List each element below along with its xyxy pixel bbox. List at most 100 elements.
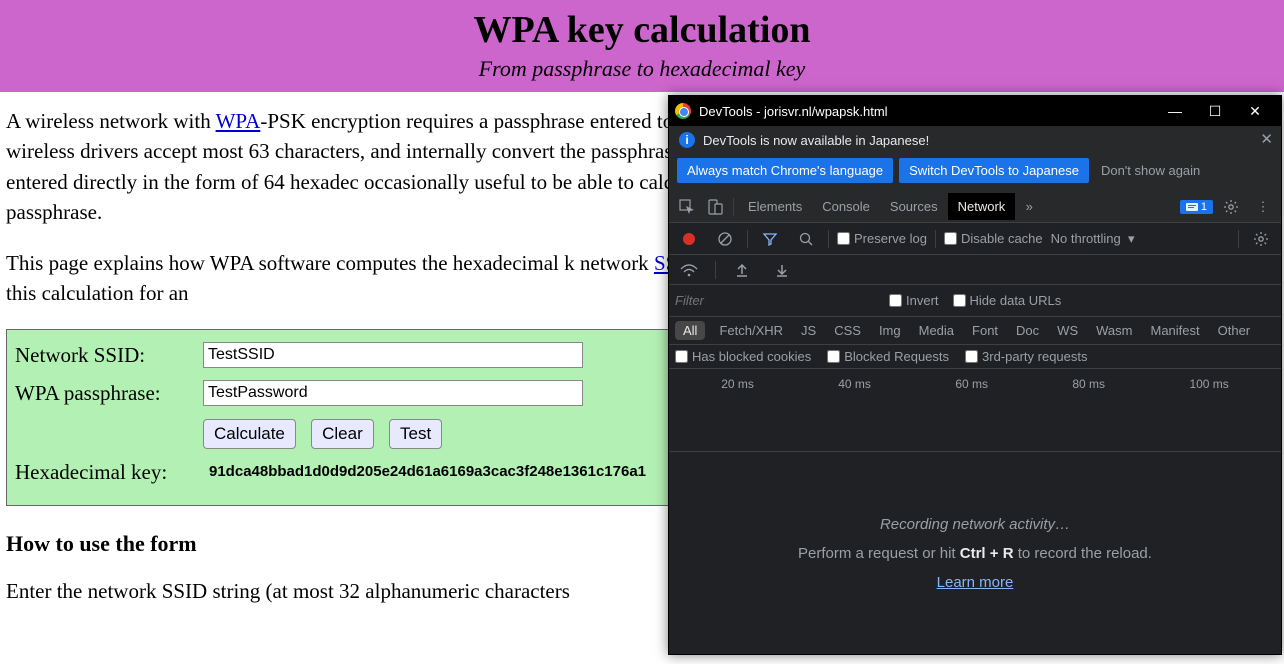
page-title: WPA key calculation bbox=[0, 8, 1284, 52]
disable-cache-label: Disable cache bbox=[961, 231, 1043, 246]
type-media[interactable]: Media bbox=[915, 321, 958, 340]
switch-language-button[interactable]: Switch DevTools to Japanese bbox=[899, 158, 1089, 183]
invert-label: Invert bbox=[906, 293, 939, 308]
learn-more-link[interactable]: Learn more bbox=[937, 574, 1014, 591]
type-js[interactable]: JS bbox=[797, 321, 820, 340]
hide-data-urls-checkbox[interactable]: Hide data URLs bbox=[953, 293, 1062, 308]
timeline-tick: 60 ms bbox=[955, 377, 988, 391]
tab-elements[interactable]: Elements bbox=[738, 193, 812, 220]
search-icon[interactable] bbox=[792, 225, 820, 253]
type-all[interactable]: All bbox=[675, 321, 705, 340]
always-match-button[interactable]: Always match Chrome's language bbox=[677, 158, 893, 183]
infobar-message: DevTools is now available in Japanese! bbox=[703, 133, 929, 148]
calculation-form: Network SSID: WPA passphrase: Calculate … bbox=[6, 329, 670, 506]
more-tabs-icon[interactable]: » bbox=[1015, 193, 1043, 221]
wpa-link[interactable]: WPA bbox=[216, 109, 261, 133]
minimize-button[interactable]: — bbox=[1155, 103, 1195, 119]
ssid-input[interactable] bbox=[203, 342, 583, 368]
divider bbox=[828, 230, 829, 248]
type-other[interactable]: Other bbox=[1214, 321, 1255, 340]
hide-data-label: Hide data URLs bbox=[970, 293, 1062, 308]
ssid-label: Network SSID: bbox=[15, 340, 203, 370]
type-css[interactable]: CSS bbox=[830, 321, 865, 340]
devtools-titlebar[interactable]: DevTools - jorisvr.nl/wpapsk.html — ☐ ✕ bbox=[669, 96, 1281, 126]
tab-console[interactable]: Console bbox=[812, 193, 880, 220]
blocked-cookies-label: Has blocked cookies bbox=[692, 349, 811, 364]
timeline-tick: 40 ms bbox=[838, 377, 871, 391]
upload-har-icon[interactable] bbox=[728, 256, 756, 284]
filter-row: Invert Hide data URLs bbox=[669, 285, 1281, 317]
divider bbox=[747, 230, 748, 248]
dont-show-again-button[interactable]: Don't show again bbox=[1095, 158, 1206, 183]
device-toggle-icon[interactable] bbox=[701, 193, 729, 221]
devtools-title: DevTools - jorisvr.nl/wpapsk.html bbox=[699, 104, 1155, 119]
type-ws[interactable]: WS bbox=[1053, 321, 1082, 340]
third-party-checkbox[interactable]: 3rd-party requests bbox=[965, 349, 1088, 364]
resource-type-filter: All Fetch/XHR JS CSS Img Media Font Doc … bbox=[669, 317, 1281, 345]
blocked-cookies-checkbox[interactable]: Has blocked cookies bbox=[675, 349, 811, 364]
network-empty-state: Recording network activity… Perform a re… bbox=[669, 452, 1281, 654]
info-icon: i bbox=[679, 132, 695, 148]
chrome-icon bbox=[675, 103, 691, 119]
divider bbox=[715, 261, 716, 279]
blocked-requests-label: Blocked Requests bbox=[844, 349, 949, 364]
devtools-window: DevTools - jorisvr.nl/wpapsk.html — ☐ ✕ … bbox=[668, 95, 1282, 655]
calculate-button[interactable]: Calculate bbox=[203, 419, 296, 449]
passphrase-input[interactable] bbox=[203, 380, 583, 406]
timeline-tick: 80 ms bbox=[1072, 377, 1105, 391]
network-timeline[interactable]: 20 ms 40 ms 60 ms 80 ms 100 ms bbox=[669, 369, 1281, 452]
issues-count: 1 bbox=[1201, 201, 1207, 213]
text-span: Perform a request or hit bbox=[798, 545, 960, 562]
disable-cache-checkbox[interactable]: Disable cache bbox=[944, 231, 1043, 246]
page-header: WPA key calculation From passphrase to h… bbox=[0, 0, 1284, 92]
type-manifest[interactable]: Manifest bbox=[1146, 321, 1203, 340]
type-fetch[interactable]: Fetch/XHR bbox=[715, 321, 787, 340]
throttling-value: No throttling bbox=[1051, 231, 1121, 246]
devtools-tabs: Elements Console Sources Network » 1 ⋮ bbox=[669, 191, 1281, 223]
throttling-select[interactable]: No throttling ▾ bbox=[1051, 231, 1135, 247]
issues-badge[interactable]: 1 bbox=[1180, 200, 1213, 214]
preserve-log-checkbox[interactable]: Preserve log bbox=[837, 231, 927, 246]
clear-log-icon[interactable] bbox=[711, 225, 739, 253]
blocked-requests-checkbox[interactable]: Blocked Requests bbox=[827, 349, 949, 364]
divider bbox=[1238, 230, 1239, 248]
network-conditions-icon[interactable] bbox=[675, 256, 703, 284]
network-settings-icon[interactable] bbox=[1247, 225, 1275, 253]
clear-button[interactable]: Clear bbox=[311, 419, 374, 449]
devtools-infobar: i DevTools is now available in Japanese!… bbox=[669, 126, 1281, 154]
preserve-log-label: Preserve log bbox=[854, 231, 927, 246]
invert-checkbox[interactable]: Invert bbox=[889, 293, 939, 308]
download-har-icon[interactable] bbox=[768, 256, 796, 284]
timeline-tick: 20 ms bbox=[721, 377, 754, 391]
maximize-button[interactable]: ☐ bbox=[1195, 103, 1235, 120]
hexkey-value: 91dca48bbad1d0d9d205e24d61a6169a3cac3f24… bbox=[209, 461, 646, 483]
network-toolbar: Preserve log Disable cache No throttling… bbox=[669, 223, 1281, 255]
passphrase-label: WPA passphrase: bbox=[15, 378, 203, 408]
devtools-infobar-actions: Always match Chrome's language Switch De… bbox=[669, 154, 1281, 191]
type-doc[interactable]: Doc bbox=[1012, 321, 1043, 340]
timeline-tick: 100 ms bbox=[1189, 377, 1228, 391]
inspect-element-icon[interactable] bbox=[673, 193, 701, 221]
tab-network[interactable]: Network bbox=[948, 193, 1016, 220]
page-subtitle: From passphrase to hexadecimal key bbox=[0, 56, 1284, 82]
settings-icon[interactable] bbox=[1217, 193, 1245, 221]
recording-message: Recording network activity… bbox=[880, 516, 1070, 533]
type-img[interactable]: Img bbox=[875, 321, 905, 340]
type-wasm[interactable]: Wasm bbox=[1092, 321, 1136, 340]
text-span: to record the reload. bbox=[1014, 545, 1152, 562]
test-button[interactable]: Test bbox=[389, 419, 442, 449]
extra-filters-row: Has blocked cookies Blocked Requests 3rd… bbox=[669, 345, 1281, 369]
tab-sources[interactable]: Sources bbox=[880, 193, 948, 220]
network-toolbar-2 bbox=[669, 255, 1281, 285]
filter-icon[interactable] bbox=[756, 225, 784, 253]
close-button[interactable]: ✕ bbox=[1235, 103, 1275, 120]
third-party-label: 3rd-party requests bbox=[982, 349, 1088, 364]
kebab-menu-icon[interactable]: ⋮ bbox=[1249, 193, 1277, 221]
text-span: This page explains how WPA software comp… bbox=[6, 251, 654, 275]
text-span: A wireless network with bbox=[6, 109, 216, 133]
record-button[interactable] bbox=[675, 225, 703, 253]
divider bbox=[935, 230, 936, 248]
infobar-close-icon[interactable]: ✕ bbox=[1260, 130, 1273, 148]
type-font[interactable]: Font bbox=[968, 321, 1002, 340]
filter-input[interactable] bbox=[675, 293, 875, 308]
